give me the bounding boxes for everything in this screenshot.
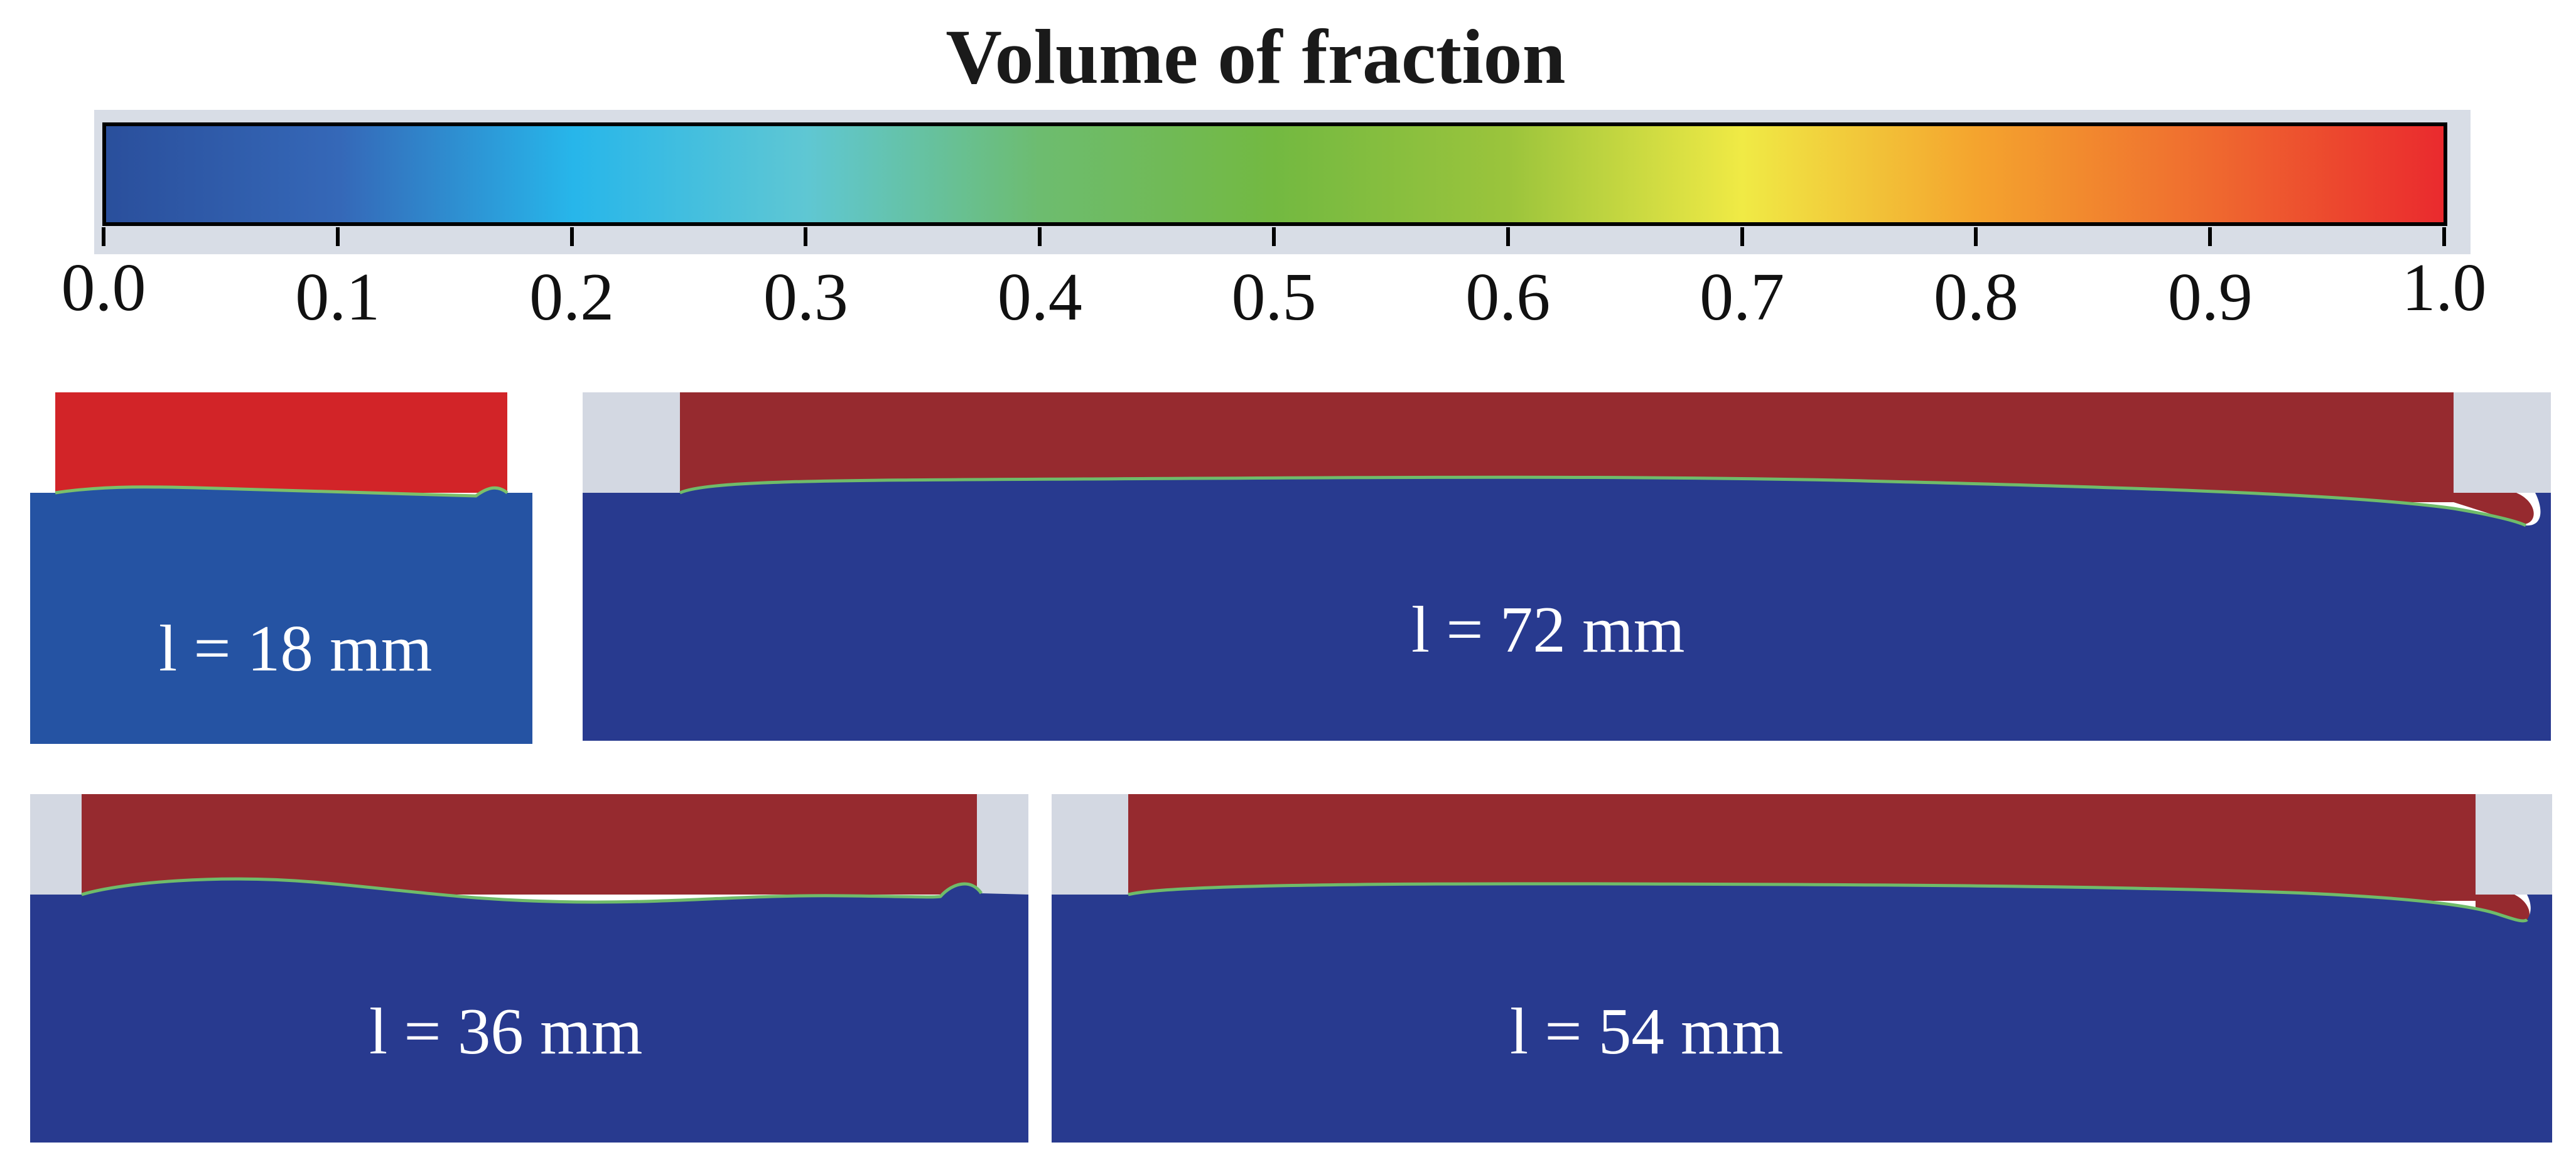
fluid-bottom-region bbox=[583, 477, 2551, 741]
colorbar-tick bbox=[1740, 227, 1744, 246]
panel-label-18mm: l = 18 mm bbox=[159, 611, 433, 685]
panel-label-36mm: l = 36 mm bbox=[369, 994, 643, 1068]
colorbar-tick-label: 0.3 bbox=[763, 260, 848, 335]
colorbar bbox=[102, 122, 2447, 226]
interface-line bbox=[81, 877, 983, 904]
colorbar-tick-label: 0.7 bbox=[1700, 260, 1785, 335]
colorbar-tick bbox=[1506, 227, 1510, 246]
wall-left bbox=[30, 794, 82, 895]
colorbar-tick-label: 0.1 bbox=[295, 260, 380, 335]
interface-line bbox=[1128, 882, 2528, 923]
wall-right bbox=[2476, 794, 2552, 895]
fluid-bottom-region bbox=[30, 879, 1028, 1143]
panel-label-54mm: l = 54 mm bbox=[1510, 994, 1784, 1068]
colorbar-tick-label: 0.2 bbox=[529, 260, 615, 335]
colorbar-tick bbox=[1974, 227, 1978, 246]
colorbar-tick-label: 0.0 bbox=[61, 250, 146, 325]
wall-right bbox=[977, 794, 1028, 895]
colorbar-tick-label: 0.5 bbox=[1231, 260, 1317, 335]
colorbar-tick-label: 1.0 bbox=[2401, 250, 2487, 325]
wall-left bbox=[583, 392, 680, 493]
fluid-top-tail bbox=[2476, 895, 2530, 923]
panel-36mm: l = 36 mm bbox=[30, 794, 1028, 1143]
fluid-top-region bbox=[55, 392, 507, 493]
wall-left bbox=[1052, 794, 1128, 895]
panel-18mm: l = 18 mm bbox=[30, 392, 532, 744]
colorbar-tick bbox=[1038, 227, 1042, 246]
colorbar-tick-label: 0.8 bbox=[1933, 260, 2018, 335]
panel-label-72mm: l = 72 mm bbox=[1411, 593, 1685, 666]
colorbar-tick bbox=[1272, 227, 1276, 246]
colorbar-tick bbox=[2208, 227, 2212, 246]
colorbar-tick bbox=[569, 227, 574, 246]
fluid-top-tail bbox=[2454, 493, 2534, 524]
wall-right bbox=[2454, 392, 2551, 493]
fluid-bottom-region bbox=[30, 487, 532, 744]
colorbar-tick bbox=[2442, 227, 2446, 246]
colorbar-tick-label: 0.4 bbox=[997, 260, 1082, 335]
colorbar-tick bbox=[102, 227, 105, 246]
colorbar-tick bbox=[804, 227, 808, 246]
colorbar-title: Volume of fraction bbox=[946, 14, 1566, 100]
panel-54mm: l = 54 mm bbox=[1052, 794, 2552, 1143]
colorbar-tick bbox=[335, 227, 340, 246]
interface-line bbox=[679, 475, 2527, 527]
colorbar-tick-label: 0.6 bbox=[1465, 260, 1551, 335]
fluid-bottom-region bbox=[1052, 883, 2552, 1143]
panel-72mm: l = 72 mm bbox=[583, 392, 2551, 741]
interface-line bbox=[55, 485, 509, 498]
colorbar-tick-label: 0.9 bbox=[2167, 260, 2253, 335]
